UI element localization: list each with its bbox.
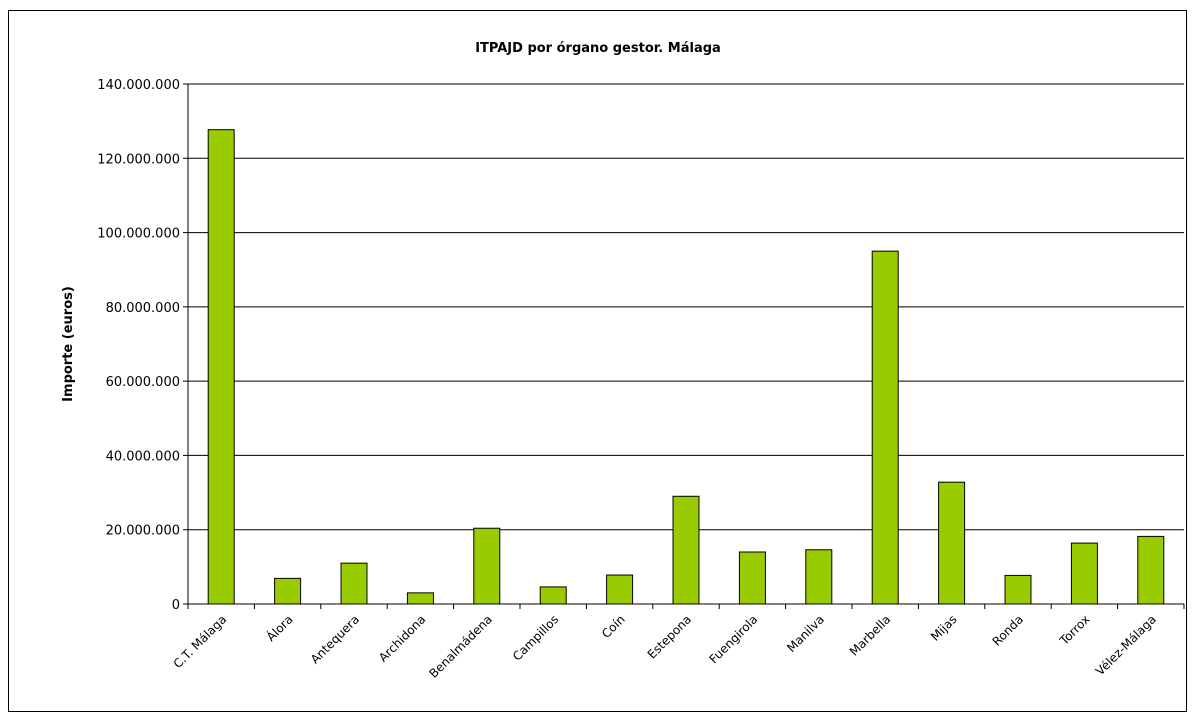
- y-axis-label: Importe (euros): [61, 286, 76, 402]
- bar: [1004, 574, 1032, 605]
- x-tick-label: Ronda: [990, 612, 1027, 649]
- x-tick-label: Mijas: [928, 612, 960, 644]
- x-tick-label: Vélez-Málaga: [1093, 612, 1159, 678]
- y-tick-labels: 0 20.000.000 40.000.000 60.000.000 80.000.00…: [97, 78, 180, 613]
- x-tick-label: Marbella: [847, 612, 893, 658]
- x-tick-label: Campillos: [510, 612, 561, 663]
- x-tick-label: Fuengirola: [706, 612, 760, 666]
- y-tick-label: 60.000.000: [106, 375, 180, 390]
- x-tick-labels: C.T. Málaga Álora Antequera ArchidonaBenalm…: [171, 612, 1159, 681]
- y-tick-label: 140.000.000: [97, 78, 180, 93]
- bar: [938, 481, 966, 605]
- x-tick-label: Torrox: [1056, 612, 1092, 648]
- bars: [207, 129, 1165, 605]
- x-tick-label: C.T. Málaga: [171, 612, 230, 671]
- bar: [473, 527, 501, 605]
- x-tick-label: Benalmádena: [426, 612, 495, 681]
- y-tick-label: 40.000.000: [106, 449, 180, 464]
- axes: [183, 83, 1185, 609]
- bar: [1137, 535, 1165, 605]
- x-tick-label: Manilva: [784, 612, 827, 655]
- y-tick-label: 20.000.000: [106, 524, 180, 539]
- x-tick-label: Antequera: [308, 612, 362, 666]
- bar: [274, 577, 302, 605]
- x-tick-label: Estepona: [645, 612, 694, 661]
- bar: [805, 549, 833, 605]
- y-tick-label: 120.000.000: [97, 152, 180, 167]
- chart-title: ITPAJD por órgano gestor. Málaga: [475, 41, 721, 56]
- x-tick-label: Archidona: [376, 612, 429, 665]
- y-tick-label: 80.000.000: [106, 301, 180, 316]
- x-tick-label: Álora: [263, 612, 296, 645]
- y-tick-label: 0: [172, 598, 180, 613]
- gridlines: [188, 83, 1184, 531]
- bar: [871, 250, 899, 605]
- bar: [738, 551, 766, 605]
- bar: [406, 592, 434, 605]
- y-tick-label: 100.000.000: [97, 227, 180, 242]
- chart-frame: [8, 10, 1187, 712]
- bar: [1070, 542, 1098, 605]
- bar: [672, 495, 700, 605]
- bar: [606, 574, 634, 605]
- bar: [340, 562, 368, 605]
- x-tick-label: Coín: [599, 612, 628, 641]
- bar: [539, 586, 567, 605]
- bar: [207, 129, 235, 605]
